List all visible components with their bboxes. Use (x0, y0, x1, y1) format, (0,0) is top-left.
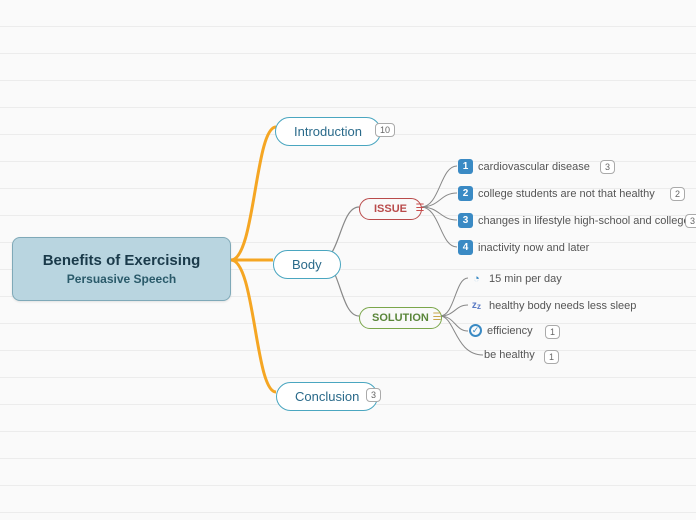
clock-icon: ◔ (469, 271, 484, 286)
leaf-text: college students are not that healthy (478, 188, 655, 200)
issue-item-2-badge: 2 (670, 187, 685, 201)
branch-conclusion[interactable]: Conclusion (276, 382, 378, 411)
intro-badge: 10 (375, 123, 395, 137)
solution-note-icon: ☰ (430, 311, 444, 323)
number-icon: 2 (458, 186, 473, 201)
solution-item-1[interactable]: ◔ 15 min per day (469, 271, 562, 286)
root-subtitle: Persuasive Speech (67, 272, 176, 286)
branch-label: Body (292, 257, 322, 272)
issue-item-1-badge: 3 (600, 160, 615, 174)
solution-item-4-badge: 1 (544, 350, 559, 364)
issue-note-icon: ☰ (413, 202, 427, 214)
leaf-text: changes in lifestyle high-school and col… (478, 215, 690, 227)
solution-item-3[interactable]: ✓ efficiency (469, 324, 533, 337)
leaf-text: be healthy (484, 349, 535, 361)
leaf-text: cardiovascular disease (478, 161, 590, 173)
root-title: Benefits of Exercising (43, 252, 201, 269)
issue-item-1[interactable]: 1 cardiovascular disease (458, 159, 590, 174)
solution-label: SOLUTION (372, 312, 429, 324)
number-icon: 4 (458, 240, 473, 255)
issue-item-4[interactable]: 4 inactivity now and later (458, 240, 589, 255)
leaf-text: inactivity now and later (478, 242, 589, 254)
leaf-text: healthy body needs less sleep (489, 300, 636, 312)
issue-item-3[interactable]: 3 changes in lifestyle high-school and c… (458, 213, 690, 228)
solution-item-3-badge: 1 (545, 325, 560, 339)
check-icon: ✓ (469, 324, 482, 337)
branch-body[interactable]: Body (273, 250, 341, 279)
solution-item-2[interactable]: zz healthy body needs less sleep (469, 298, 636, 313)
leaf-text: 15 min per day (489, 273, 562, 285)
sleep-icon: zz (469, 298, 484, 313)
issue-item-3-badge-v: 3 (685, 214, 696, 228)
number-icon: 1 (458, 159, 473, 174)
issue-label: ISSUE (374, 203, 407, 215)
number-icon: 3 (458, 213, 473, 228)
root-node[interactable]: Benefits of Exercising Persuasive Speech (12, 237, 231, 301)
issue-item-2[interactable]: 2 college students are not that healthy (458, 186, 655, 201)
branch-introduction[interactable]: Introduction (275, 117, 381, 146)
branch-label: Conclusion (295, 389, 359, 404)
conclusion-badge: 3 (366, 388, 381, 402)
leaf-text: efficiency (487, 325, 533, 337)
branch-label: Introduction (294, 124, 362, 139)
solution-item-4[interactable]: be healthy (484, 349, 535, 361)
